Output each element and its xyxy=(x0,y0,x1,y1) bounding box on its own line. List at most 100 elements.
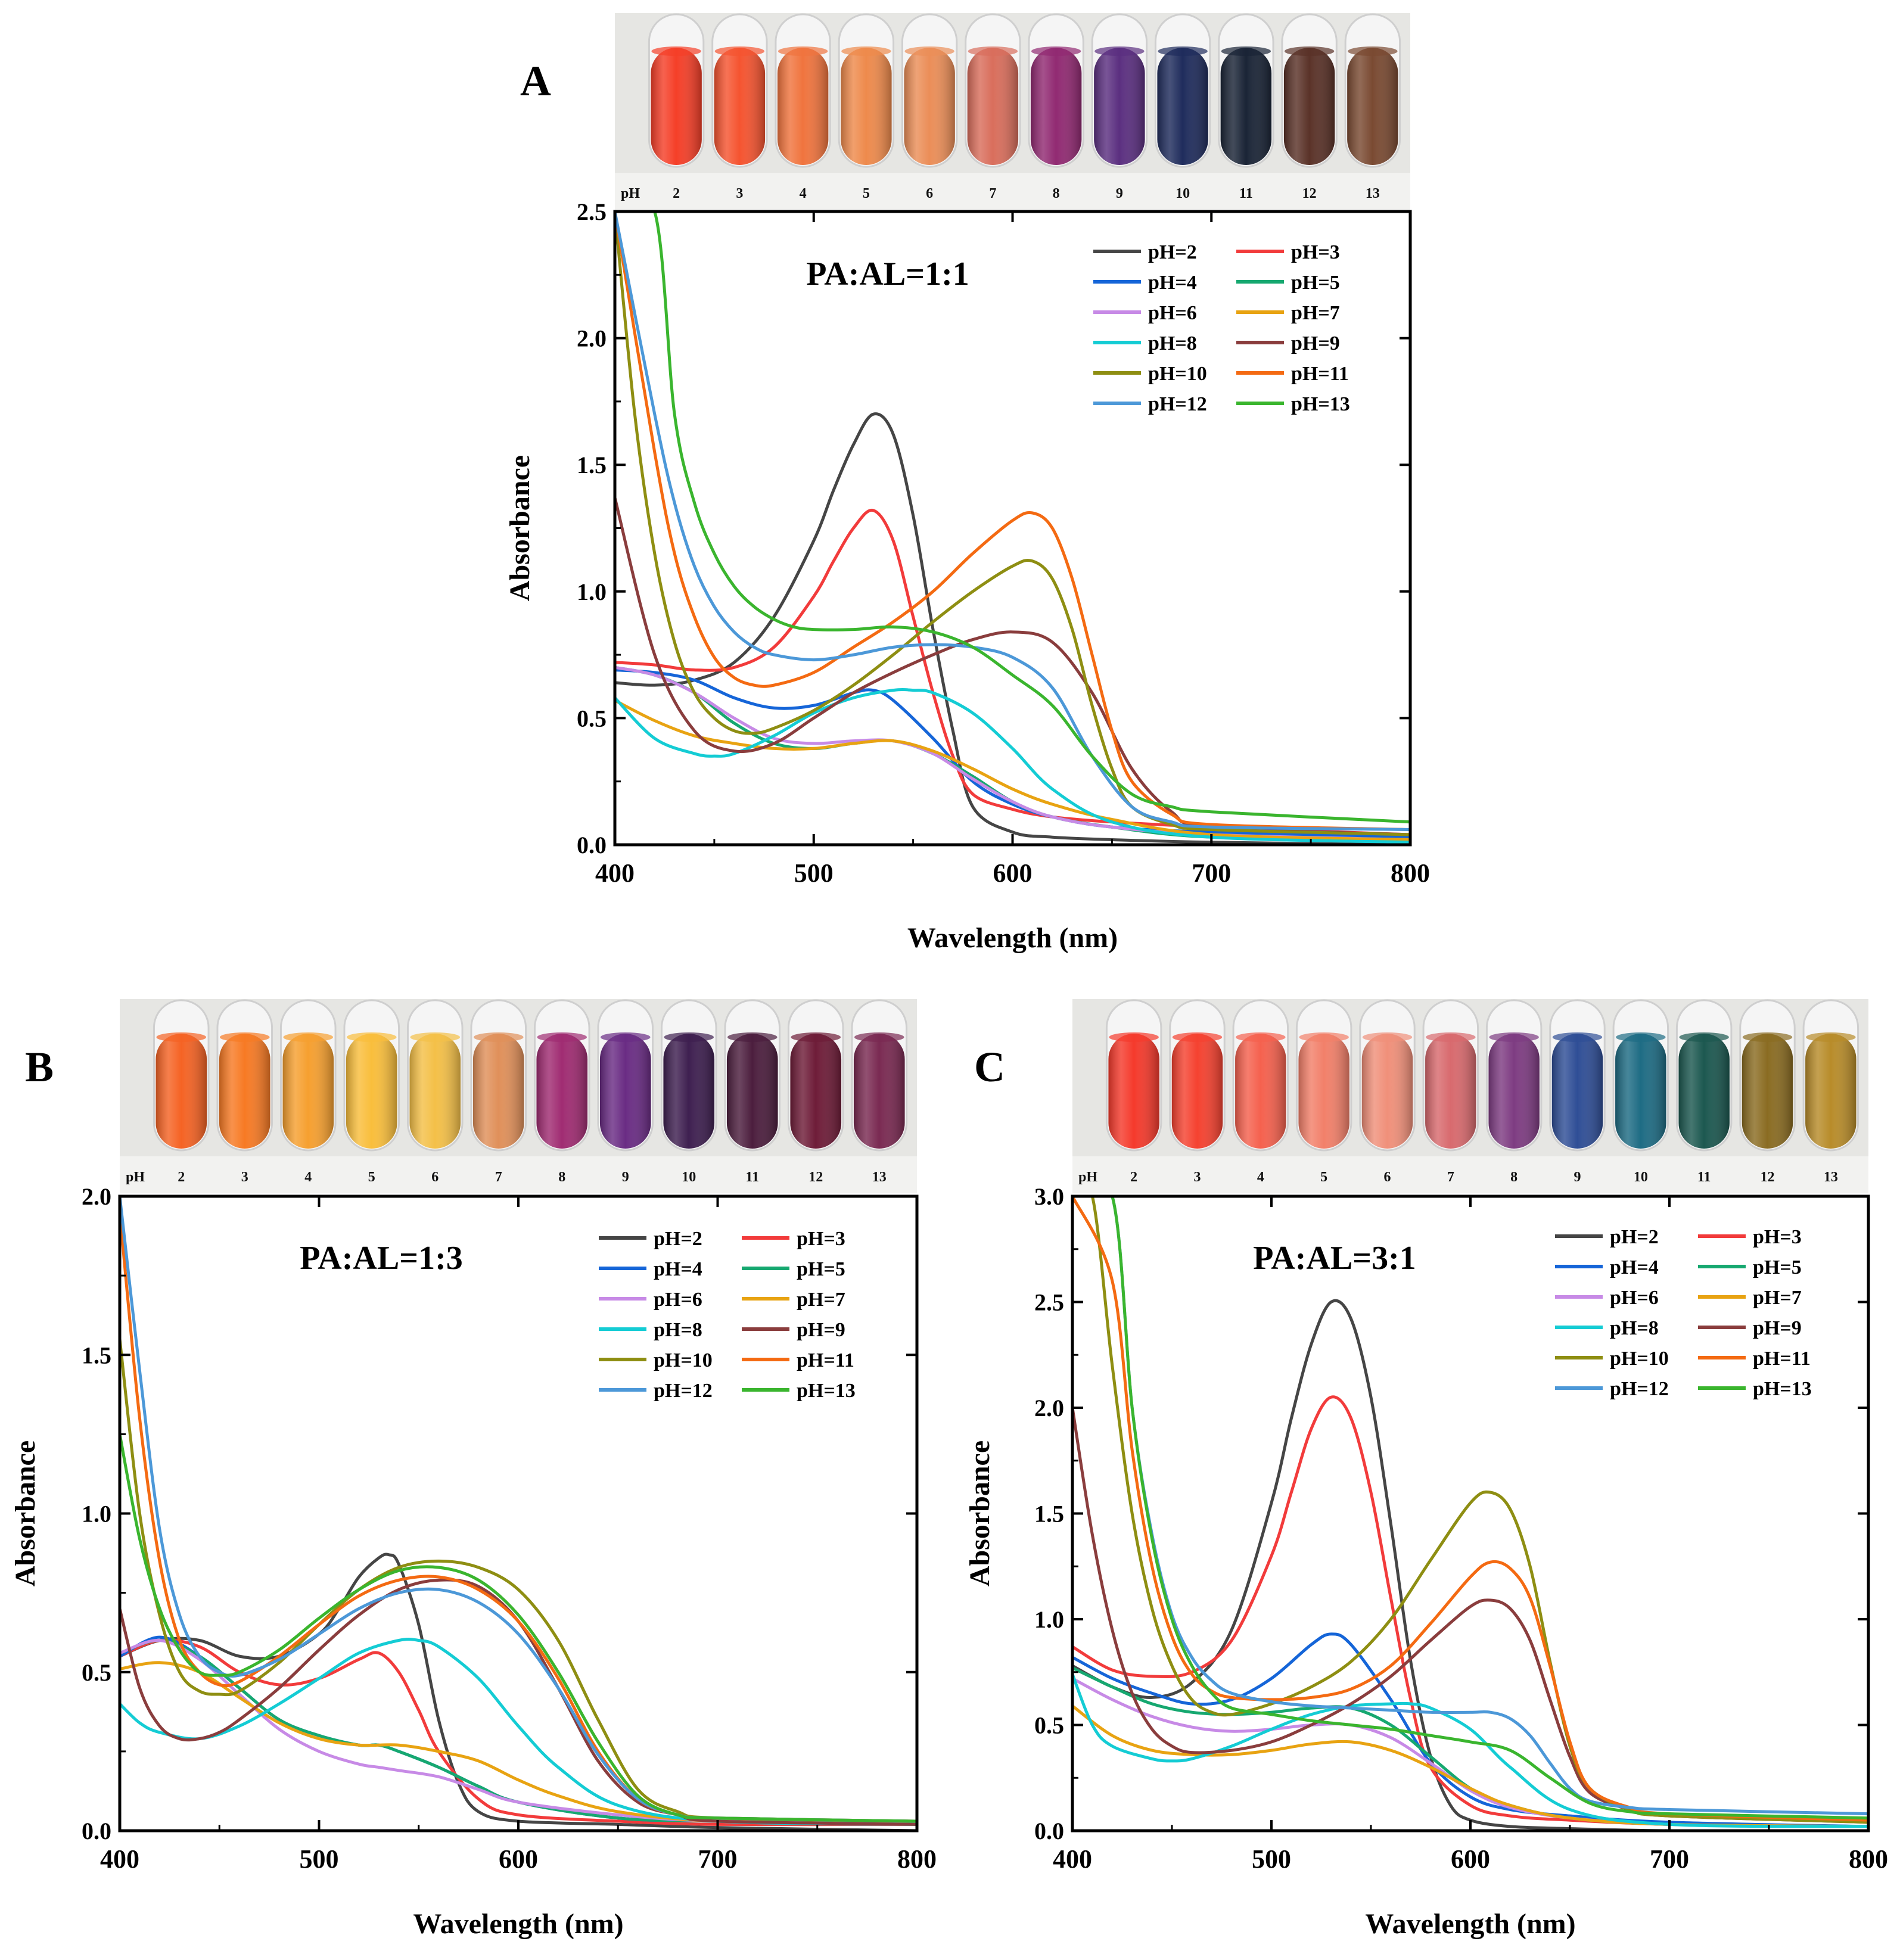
legend-label: pH=6 xyxy=(1148,302,1197,324)
legend: pH=2 pH=3 pH=4 pH=5 pH=6 pH=7 pH=8 pH=9 pH=10 pH=… xyxy=(599,1228,856,1402)
x-tick-label: 500 xyxy=(300,1844,339,1874)
legend-label: pH=2 xyxy=(1610,1226,1659,1248)
tube-ph-label: 9 xyxy=(1116,186,1123,201)
test-tube-highlight xyxy=(156,1034,207,1149)
x-tick-label: 500 xyxy=(1252,1844,1291,1874)
series-group xyxy=(1072,1196,1868,1831)
legend-label: pH=5 xyxy=(1291,272,1340,294)
legend-label: pH=12 xyxy=(1610,1378,1669,1400)
test-tube-highlight xyxy=(536,1034,588,1149)
x-tick-label: 800 xyxy=(1849,1844,1888,1874)
tube-ph-label: 13 xyxy=(1366,186,1380,201)
y-tick-label: 1.0 xyxy=(82,1501,111,1527)
chart-a: 400 500 600 700 800 0.0 0.5 1.0 1.5 2.0 2.5 Wavelen… xyxy=(504,198,1430,954)
y-tick-label: 1.5 xyxy=(577,452,607,478)
test-tube-highlight xyxy=(1551,1034,1603,1149)
series-line-ph-10 xyxy=(120,1337,917,1823)
test-tube-meniscus xyxy=(1426,1032,1476,1042)
photo-ph-prefix: pH xyxy=(621,186,640,201)
x-axis-label: Wavelength (nm) xyxy=(413,1908,623,1940)
legend-label: pH=11 xyxy=(797,1349,854,1371)
test-tube-meniscus xyxy=(600,1032,651,1042)
test-tube-meniscus xyxy=(791,1032,841,1042)
test-tube-highlight xyxy=(1094,48,1145,165)
series-line-ph-13 xyxy=(120,1432,917,1823)
test-tube-meniscus xyxy=(1158,46,1208,56)
x-tick-label: 600 xyxy=(499,1844,538,1874)
photo-strip-c: 2 3 4 5 6 7 8 9 10 11 12 13 pH xyxy=(1072,999,1868,1193)
y-tick-label: 1.5 xyxy=(82,1342,111,1368)
legend-label: pH=10 xyxy=(1610,1348,1669,1370)
test-tube-meniscus xyxy=(904,46,954,56)
tube-ph-label: 11 xyxy=(1239,186,1253,201)
tube-ph-label: 8 xyxy=(1053,186,1060,201)
panel-letter-c: C xyxy=(974,1043,1005,1091)
y-tick-label: 1.0 xyxy=(1034,1606,1064,1633)
photo-strip-b: 2 3 4 5 6 7 8 9 10 11 12 13 pH xyxy=(120,999,917,1193)
legend-label: pH=13 xyxy=(1753,1378,1812,1400)
series-line-ph-4 xyxy=(120,1635,917,1826)
legend-label: pH=6 xyxy=(654,1289,702,1311)
legend-label: pH=5 xyxy=(797,1258,845,1280)
series-line-ph-2 xyxy=(615,412,1410,845)
test-tube-meniscus xyxy=(651,46,701,56)
test-tube-highlight xyxy=(1157,48,1208,165)
test-tube-highlight xyxy=(599,1034,651,1149)
photo-label-band xyxy=(1072,1156,1868,1193)
tube-ph-label: 12 xyxy=(1302,186,1317,201)
panel-b: B 2 3 4 5 6 7 8 9 10 11 12 13 pH 400 500 600 700 800 0.0 0… xyxy=(10,999,937,1940)
tube-ph-label: 11 xyxy=(1697,1169,1711,1185)
series-line-ph-12 xyxy=(1072,1196,1868,1816)
x-axis-label: Wavelength (nm) xyxy=(1365,1908,1575,1940)
test-tube-meniscus xyxy=(1806,1032,1856,1042)
series-line-ph-2 xyxy=(1072,1299,1868,1831)
x-tick-label: 800 xyxy=(897,1844,937,1874)
test-tube-highlight xyxy=(853,1034,905,1149)
x-tick-label: 600 xyxy=(993,858,1033,888)
test-tube-meniscus xyxy=(1742,1032,1793,1042)
test-tube-meniscus xyxy=(1489,1032,1539,1042)
series-line-ph-13 xyxy=(1072,1196,1868,1820)
test-tube-meniscus xyxy=(854,1032,904,1042)
tube-ph-label: 4 xyxy=(800,186,807,201)
tube-ph-label: 9 xyxy=(622,1169,629,1185)
photo-ph-prefix: pH xyxy=(126,1169,145,1185)
test-tube-meniscus xyxy=(346,1032,397,1042)
y-tick-label: 2.5 xyxy=(577,198,607,225)
series-line-ph-9 xyxy=(615,496,1410,836)
series-line-ph-13 xyxy=(615,211,1410,824)
y-tick-label: 0.0 xyxy=(1034,1818,1064,1844)
legend-label: pH=7 xyxy=(797,1289,845,1311)
series-group xyxy=(120,1196,917,1831)
test-tube-highlight xyxy=(1298,1034,1349,1149)
test-tube-meniscus xyxy=(1299,1032,1349,1042)
y-axis-label: Absorbance xyxy=(10,1441,41,1586)
series-line-ph-3 xyxy=(1072,1395,1868,1828)
legend-label: pH=12 xyxy=(1148,393,1207,415)
y-tick-label: 0.0 xyxy=(82,1818,111,1844)
y-tick-label: 2.5 xyxy=(1034,1289,1064,1316)
x-tick-label: 400 xyxy=(595,858,635,888)
x-tick-label: 700 xyxy=(698,1844,738,1874)
legend-label: pH=9 xyxy=(1291,332,1340,354)
legend-label: pH=8 xyxy=(654,1319,702,1341)
legend-label: pH=5 xyxy=(1753,1256,1802,1278)
test-tube-meniscus xyxy=(1284,46,1335,56)
test-tube-meniscus xyxy=(727,1032,778,1042)
legend: pH=2 pH=3 pH=4 pH=5 pH=6 pH=7 pH=8 pH=9 pH=10 pH=… xyxy=(1093,241,1350,415)
chart-title: PA:AL=1:1 xyxy=(806,256,969,293)
tube-ph-label: 10 xyxy=(682,1169,696,1185)
series-line-ph-8 xyxy=(120,1637,917,1826)
tube-ph-label: 4 xyxy=(304,1169,312,1185)
legend-label: pH=3 xyxy=(1291,241,1340,263)
legend-label: pH=3 xyxy=(797,1228,845,1250)
tube-ph-label: 2 xyxy=(178,1169,185,1185)
y-tick-label: 2.0 xyxy=(577,325,607,352)
legend-label: pH=12 xyxy=(654,1380,713,1402)
tube-ph-label: 4 xyxy=(1257,1169,1264,1185)
test-tube-highlight xyxy=(1347,48,1398,165)
test-tube-highlight xyxy=(1678,1034,1730,1149)
test-tube-highlight xyxy=(472,1034,524,1149)
series-line-ph-2 xyxy=(120,1553,917,1831)
series-line-ph-8 xyxy=(615,688,1410,844)
